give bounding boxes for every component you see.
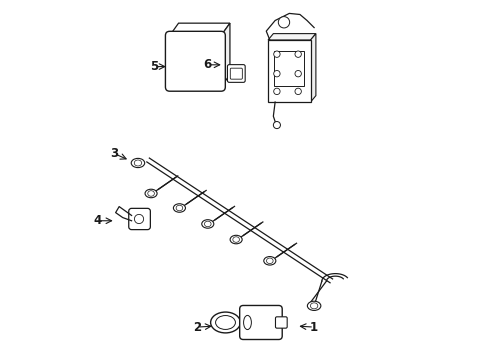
Circle shape [295, 88, 301, 95]
Circle shape [134, 215, 144, 224]
Ellipse shape [216, 315, 235, 329]
Ellipse shape [230, 235, 242, 244]
Ellipse shape [134, 160, 142, 166]
Bar [274, 51, 304, 86]
Ellipse shape [204, 221, 211, 227]
Circle shape [273, 122, 280, 129]
Ellipse shape [307, 301, 321, 310]
Circle shape [295, 51, 301, 57]
FancyBboxPatch shape [230, 68, 243, 79]
Ellipse shape [173, 204, 185, 212]
Text: 6: 6 [204, 58, 212, 71]
Ellipse shape [131, 158, 145, 168]
FancyBboxPatch shape [227, 65, 245, 82]
Ellipse shape [145, 189, 157, 198]
Polygon shape [221, 23, 230, 87]
Text: 5: 5 [150, 60, 159, 73]
Ellipse shape [244, 315, 251, 329]
FancyBboxPatch shape [240, 306, 282, 339]
Ellipse shape [233, 237, 240, 242]
FancyBboxPatch shape [166, 31, 225, 91]
Circle shape [274, 71, 280, 77]
Circle shape [274, 88, 280, 95]
Ellipse shape [310, 303, 318, 309]
Text: 1: 1 [310, 321, 318, 334]
Polygon shape [170, 23, 230, 36]
Ellipse shape [148, 191, 154, 196]
Ellipse shape [211, 312, 241, 333]
Polygon shape [311, 33, 316, 102]
Circle shape [278, 17, 290, 28]
Text: 3: 3 [110, 147, 118, 160]
Text: 2: 2 [193, 321, 201, 334]
Circle shape [295, 71, 301, 77]
Ellipse shape [267, 258, 273, 264]
Ellipse shape [202, 220, 214, 228]
Bar [268, 40, 311, 102]
FancyBboxPatch shape [129, 208, 150, 230]
Polygon shape [268, 33, 316, 40]
Polygon shape [116, 207, 132, 221]
FancyBboxPatch shape [275, 317, 287, 328]
Text: 4: 4 [94, 214, 102, 227]
Circle shape [274, 51, 280, 57]
Ellipse shape [176, 205, 183, 211]
Ellipse shape [264, 257, 276, 265]
